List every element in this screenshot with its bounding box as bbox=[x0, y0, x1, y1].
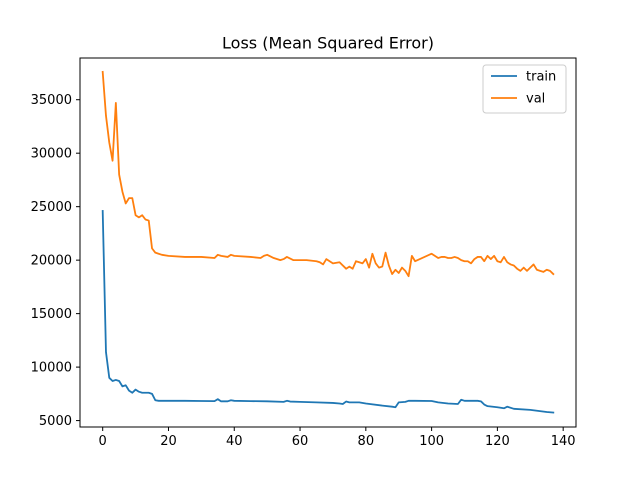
x-tick-label: 100 bbox=[419, 434, 444, 449]
legend: train val bbox=[482, 64, 567, 114]
series-line-val bbox=[101, 70, 555, 278]
y-tick-label: 10000 bbox=[31, 361, 72, 376]
x-tick-label: 80 bbox=[358, 434, 375, 449]
y-tick-label: 15000 bbox=[31, 307, 72, 322]
plot-area bbox=[101, 70, 555, 414]
y-tick-label: 25000 bbox=[31, 200, 72, 215]
legend-label-val: val bbox=[526, 92, 545, 107]
y-tick-label: 20000 bbox=[31, 254, 72, 269]
x-tick-label: 60 bbox=[292, 434, 309, 449]
x-tick-label: 20 bbox=[160, 434, 177, 449]
legend-label-train: train bbox=[526, 70, 556, 85]
y-tick-label: 5000 bbox=[39, 414, 72, 429]
legend-box bbox=[482, 64, 567, 114]
y-tick-label: 35000 bbox=[31, 93, 72, 108]
x-tick-label: 40 bbox=[226, 434, 243, 449]
axes-frame bbox=[79, 57, 577, 428]
x-tick-label: 140 bbox=[551, 434, 576, 449]
chart-title: Loss (Mean Squared Error) bbox=[222, 34, 434, 53]
axes: 0 20 40 60 80 100 120 140 5000 10000 15000 20000 250… bbox=[31, 57, 577, 449]
x-tick-label: 120 bbox=[485, 434, 510, 449]
x-tick-label: 0 bbox=[99, 434, 107, 449]
series-line-train bbox=[101, 210, 555, 414]
y-tick-label: 30000 bbox=[31, 147, 72, 162]
